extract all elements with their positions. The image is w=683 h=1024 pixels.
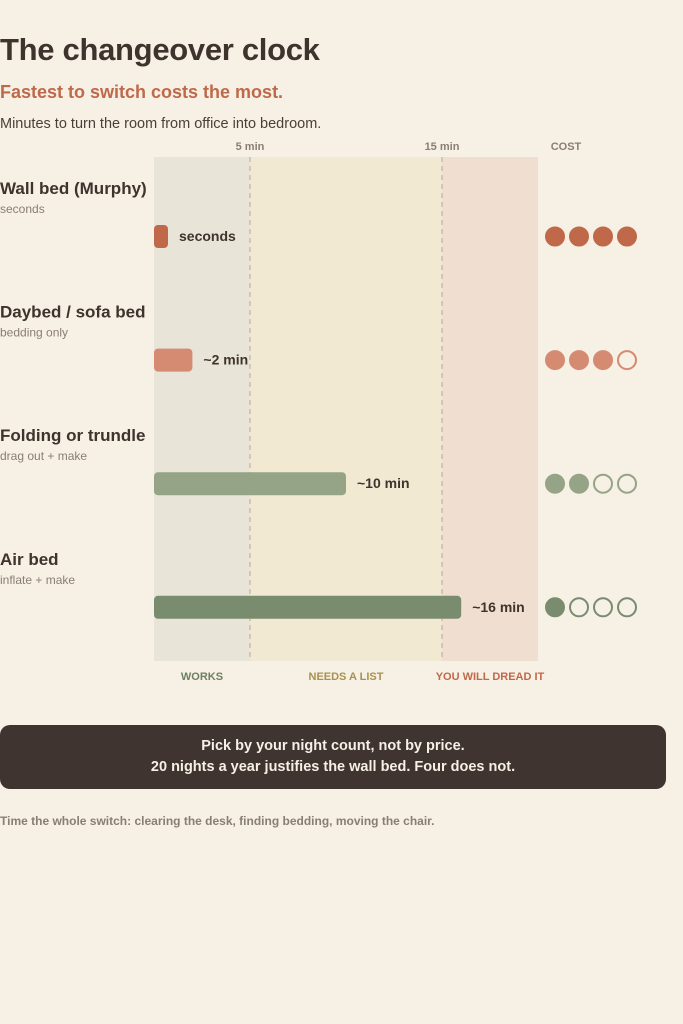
cost-dot-3-1	[569, 597, 589, 618]
cost-dot-0-0	[545, 226, 565, 247]
tick-label-1: 15 min	[425, 141, 460, 153]
zone-label-1: NEEDS A LIST	[309, 671, 384, 683]
cost-dot-3-3	[617, 597, 637, 618]
bar-value-label-1: ~2 min	[203, 352, 248, 368]
cost-dot-2-2	[593, 473, 613, 494]
bar-value-label-0: seconds	[179, 228, 236, 244]
bar-2	[154, 472, 346, 496]
cost-dot-3-0	[545, 597, 565, 618]
callout-line-2: 20 nights a year justifies the wall bed.…	[150, 759, 516, 775]
page-subtitle: Fastest to switch costs the most.	[0, 82, 284, 102]
bar-1	[154, 348, 193, 372]
cost-header: COST	[551, 141, 582, 153]
zone-band-1	[250, 157, 442, 661]
cost-dot-2-3	[617, 473, 637, 494]
row-note-2: drag out + make	[0, 449, 87, 463]
cost-dot-0-3	[617, 226, 637, 247]
footnote: Time the whole switch: clearing the desk…	[0, 814, 435, 828]
callout-line-1: Pick by your night count, not by price.	[201, 738, 465, 754]
row-note-0: seconds	[0, 202, 45, 216]
takeaway-callout: Pick by your night count, not by price. …	[0, 725, 666, 789]
page-title: The changeover clock	[0, 32, 320, 67]
cost-dot-1-0	[545, 350, 565, 371]
bar-value-label-3: ~16 min	[472, 599, 525, 615]
zone-label-2: YOU WILL DREAD IT	[436, 671, 545, 683]
cost-dot-2-0	[545, 473, 565, 494]
zone-band-2	[442, 157, 538, 661]
tick-label-0: 5 min	[236, 141, 265, 153]
row-note-3: inflate + make	[0, 573, 75, 587]
cost-dot-3-2	[593, 597, 613, 618]
cost-dot-0-2	[593, 226, 613, 247]
zone-band-0	[154, 157, 250, 661]
chart-description: Minutes to turn the room from office int…	[0, 116, 322, 132]
zone-label-0: WORKS	[181, 671, 223, 683]
row-name-0: Wall bed (Murphy)	[0, 179, 147, 198]
row-note-1: bedding only	[0, 326, 68, 340]
cost-dot-0-1	[569, 226, 589, 247]
changeover-chart: 5 min 15 min COST Wall bed (Murphy) seconds s…	[0, 141, 637, 683]
cost-dot-1-1	[569, 350, 589, 371]
cost-dot-1-3	[617, 350, 637, 371]
row-name-2: Folding or trundle	[0, 426, 145, 445]
cost-dot-1-2	[593, 350, 613, 371]
row-name-1: Daybed / sofa bed	[0, 303, 145, 322]
row-name-3: Air bed	[0, 550, 59, 569]
bar-value-label-2: ~10 min	[357, 475, 410, 491]
bar-3	[154, 595, 462, 619]
bar-0	[154, 225, 168, 248]
cost-dot-2-1	[569, 473, 589, 494]
